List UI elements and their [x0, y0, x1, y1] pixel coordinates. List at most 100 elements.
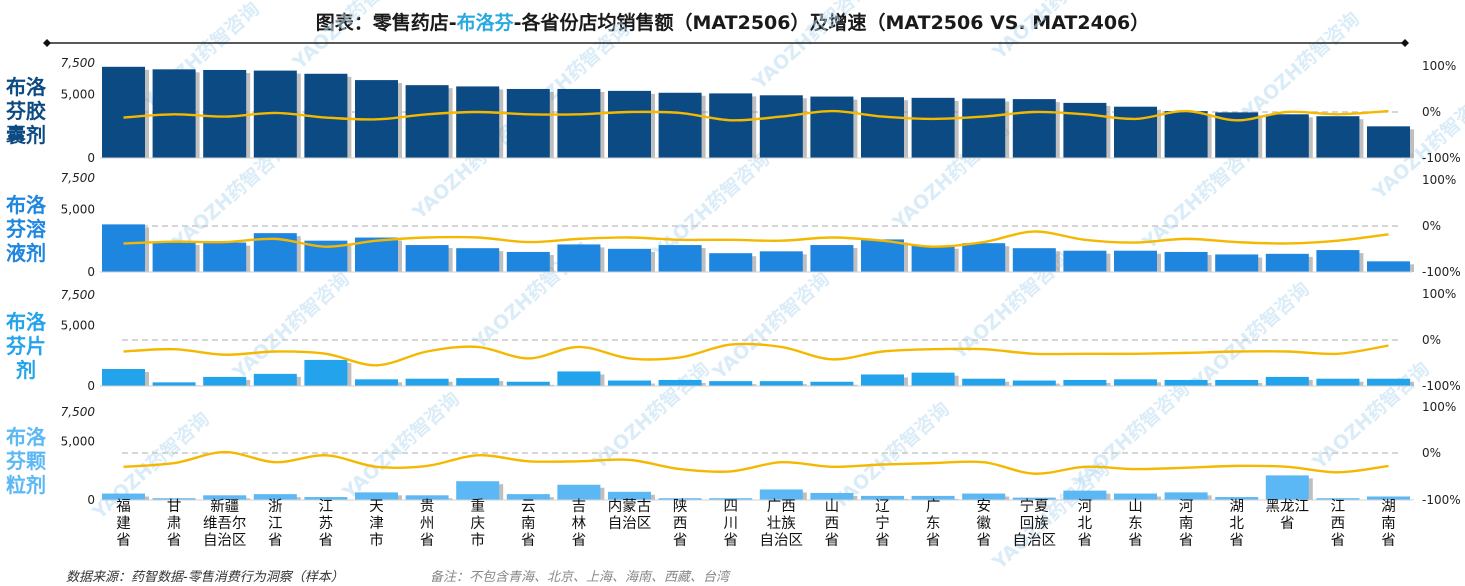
bar [304, 497, 348, 500]
bar [1265, 253, 1309, 272]
category-label: 黑龙江 省 [1265, 499, 1310, 532]
panel-label-granule: 布洛 芬颗 粒剂 [6, 425, 46, 497]
bar [911, 97, 955, 158]
bar [1164, 492, 1208, 500]
category-label: 重 庆 市 [470, 499, 485, 549]
bar [1114, 106, 1157, 158]
bar [1063, 102, 1107, 158]
category-label: 安 徽 省 [976, 499, 991, 549]
bar [557, 371, 601, 386]
bar [1012, 99, 1056, 158]
bar [1316, 116, 1360, 158]
bar [253, 494, 297, 500]
left-tick-label: 7,500 [61, 405, 96, 419]
bar [962, 243, 1006, 272]
category-label: 河 北 省 [1077, 499, 1093, 549]
right-tick-label: 100% [1422, 400, 1456, 414]
category-label: 宁夏 回族 自治区 [1012, 499, 1057, 549]
bar [405, 495, 449, 500]
category-label: 贵 州 省 [419, 499, 435, 549]
bar [1316, 250, 1360, 272]
category-label: 天 津 市 [369, 499, 384, 549]
bar [1265, 475, 1309, 500]
left-tick-label: 5,000 [61, 202, 95, 216]
bar [1063, 490, 1107, 500]
bar [203, 495, 247, 500]
bar [911, 495, 955, 500]
panel-3: 0 5,000 7,500 -100% 0% 100% [61, 287, 1461, 393]
bar [102, 224, 145, 272]
bar [658, 498, 702, 500]
growth-line [123, 450, 1389, 475]
bar [1367, 126, 1410, 158]
bar [1063, 379, 1107, 386]
bar [1265, 114, 1309, 158]
bar [1114, 493, 1157, 500]
bar [1063, 250, 1107, 272]
right-tick-label: -100% [1422, 151, 1461, 165]
bar [658, 92, 702, 158]
left-tick-label: 7,500 [61, 56, 96, 70]
right-tick-label: 100% [1422, 173, 1456, 187]
bar [810, 381, 854, 386]
category-label: 浙 江 省 [268, 499, 283, 549]
bar [102, 66, 145, 158]
bar [1114, 250, 1157, 272]
bar [1367, 261, 1410, 272]
panel-label-tablet: 布洛 芬片剂 [6, 310, 46, 382]
category-label: 云 南 省 [521, 499, 536, 549]
category-label: 四 川 省 [723, 499, 738, 549]
divider-diamond-left [43, 39, 51, 47]
left-tick-label: 0 [87, 493, 95, 507]
watermark: YAOZH药智咨询 [337, 387, 463, 504]
category-label: 山 西 省 [824, 499, 840, 549]
bar [557, 244, 601, 272]
panel-label-capsule: 布洛 芬胶 囊剂 [6, 75, 46, 147]
bar [759, 95, 803, 158]
bar [810, 492, 854, 500]
right-tick-label: -100% [1422, 379, 1461, 393]
category-label: 河 南 省 [1178, 499, 1194, 549]
bar [152, 382, 196, 386]
right-tick-label: 0% [1422, 219, 1441, 233]
category-label: 江 苏 省 [318, 499, 334, 549]
bar [355, 492, 398, 500]
watermark: YAOZH药智咨询 [287, 0, 413, 74]
bar [456, 86, 500, 158]
category-label: 新疆 维吾尔 自治区 [202, 499, 247, 549]
category-label: 福 建 省 [116, 499, 131, 549]
bar [810, 96, 854, 158]
watermark: YAOZH药智咨询 [587, 357, 713, 474]
bar [456, 481, 500, 500]
bar [861, 97, 904, 158]
bar [102, 369, 145, 386]
left-tick-label: 5,000 [61, 88, 95, 102]
bar [152, 241, 196, 272]
category-label: 广 东 省 [925, 499, 941, 549]
category-label: 广西 壮族 自治区 [759, 499, 804, 549]
bar [1316, 378, 1360, 386]
watermark: YAOZH药智咨询 [1237, 7, 1363, 124]
category-label: 内蒙古 自治区 [607, 499, 652, 532]
bar [304, 359, 348, 386]
bar [1367, 378, 1410, 386]
left-tick-label: 0 [87, 265, 95, 279]
bar [1114, 379, 1157, 386]
watermark: YAOZH药智咨询 [987, 0, 1113, 64]
chart-title: 图表：零售药店-布洛芬-各省份店均销售额（MAT2506）及增速（MAT2506… [315, 12, 1150, 34]
bar [355, 379, 398, 386]
right-tick-label: 100% [1422, 59, 1456, 73]
panel-label-solution: 布洛 芬溶 液剂 [6, 193, 46, 265]
bar [203, 376, 247, 386]
bar [962, 493, 1006, 500]
bar [759, 381, 803, 386]
bar [405, 85, 449, 158]
bar [1215, 379, 1259, 386]
bar [1012, 497, 1056, 500]
bar [557, 484, 601, 500]
footnote: 备注：不包含青海、北京、上海、海南、西藏、台湾 [430, 570, 730, 585]
bar [608, 491, 651, 500]
panel-2: 0 5,000 7,500 -100% 0% 100% [61, 171, 1461, 279]
right-tick-label: 0% [1422, 333, 1441, 347]
